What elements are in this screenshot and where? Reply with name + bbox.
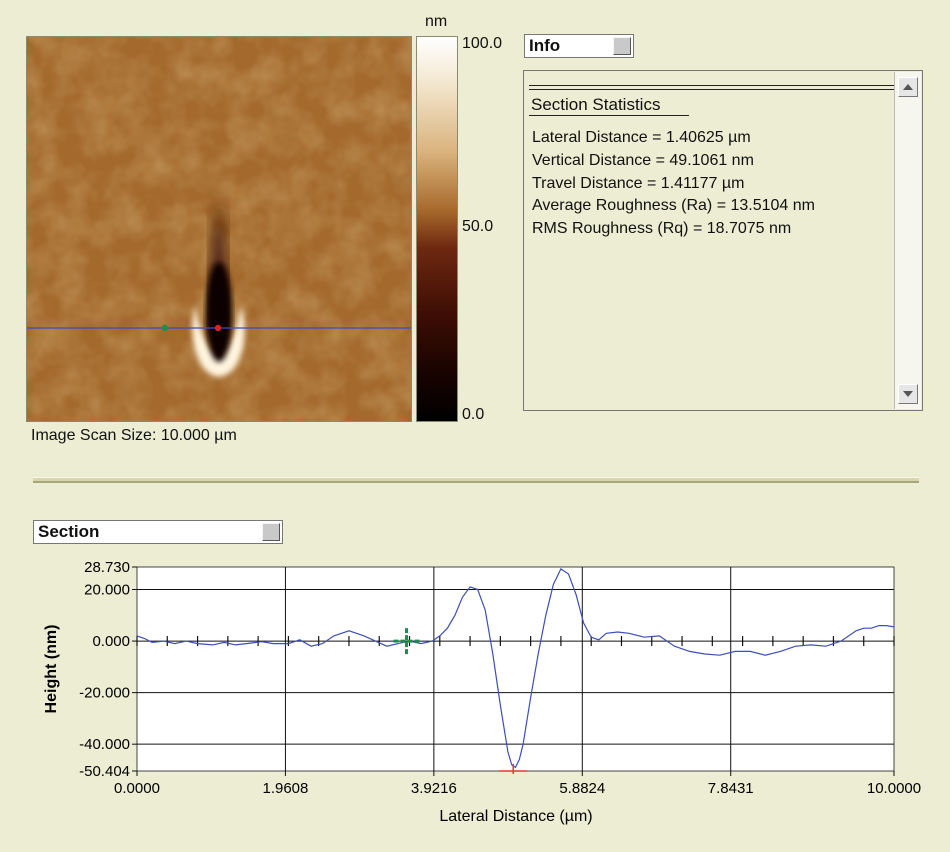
stat-average-roughness: Average Roughness (Ra) = 13.5104 nm	[532, 197, 815, 214]
scan-size-label: Image Scan Size: 10.000 µm	[31, 427, 237, 444]
info-dropdown-label: Info	[529, 36, 561, 55]
panel-divider[interactable]	[33, 477, 919, 483]
stat-rms-roughness: RMS Roughness (Rq) = 18.7075 nm	[532, 220, 792, 237]
info-panel: Section Statistics Lateral Distance = 1.…	[523, 70, 923, 411]
scroll-up-arrow-icon[interactable]	[898, 77, 918, 97]
y-axis-label: Height (nm)	[43, 625, 60, 714]
y-tick-label: 20.000	[84, 582, 130, 599]
x-tick-label: 5.8824	[559, 780, 605, 797]
y-tick-label: -40.000	[79, 736, 130, 753]
section-statistics-title: Section Statistics	[531, 95, 661, 114]
plot-area	[136, 566, 895, 772]
stat-vertical-distance: Vertical Distance = 49.1061 nm	[532, 152, 754, 169]
y-tick-label: -20.000	[79, 685, 130, 702]
info-scrollbar[interactable]	[894, 72, 921, 409]
height-colorbar	[416, 36, 458, 422]
x-tick-label: 10.0000	[867, 780, 921, 797]
dropdown-button-icon[interactable]	[262, 523, 280, 541]
y-tick-label: -50.404	[79, 763, 130, 780]
title-underline	[529, 115, 689, 116]
x-tick-label: 7.8431	[708, 780, 754, 797]
x-tick-label: 1.9608	[262, 780, 308, 797]
section-dropdown[interactable]: Section	[33, 520, 283, 544]
marker-right-dot[interactable]	[214, 324, 222, 332]
pit-bright-rim	[192, 305, 245, 377]
scroll-down-arrow-icon[interactable]	[898, 384, 918, 404]
colorbar-mid-label: 50.0	[462, 218, 494, 235]
stat-travel-distance: Travel Distance = 1.41177 µm	[532, 175, 745, 192]
marker-left-dot[interactable]	[161, 324, 169, 332]
dropdown-button-icon[interactable]	[613, 37, 631, 55]
stat-lateral-distance: Lateral Distance = 1.40625 µm	[532, 129, 751, 146]
x-axis-label: Lateral Distance (µm)	[439, 808, 592, 825]
section-dropdown-label: Section	[38, 522, 100, 541]
pit-dark-core	[206, 262, 232, 362]
colorbar-min-label: 0.0	[462, 406, 485, 423]
afm-height-image[interactable]	[26, 36, 412, 422]
x-tick-label: 0.0000	[114, 780, 160, 797]
y-tick-label: 0.000	[92, 633, 130, 650]
info-dropdown[interactable]: Info	[524, 34, 634, 58]
x-tick-label: 3.9216	[411, 780, 457, 797]
colorbar-unit: nm	[425, 13, 448, 30]
section-profile-chart[interactable]: 28.730 20.000 0.000 -20.000 -40.000 -50.404 0…	[0, 548, 950, 838]
title-double-rule	[529, 85, 894, 90]
profile-line-series	[136, 568, 895, 769]
colorbar-max-label: 100.0	[462, 35, 503, 52]
y-tick-label: 28.730	[84, 559, 130, 576]
